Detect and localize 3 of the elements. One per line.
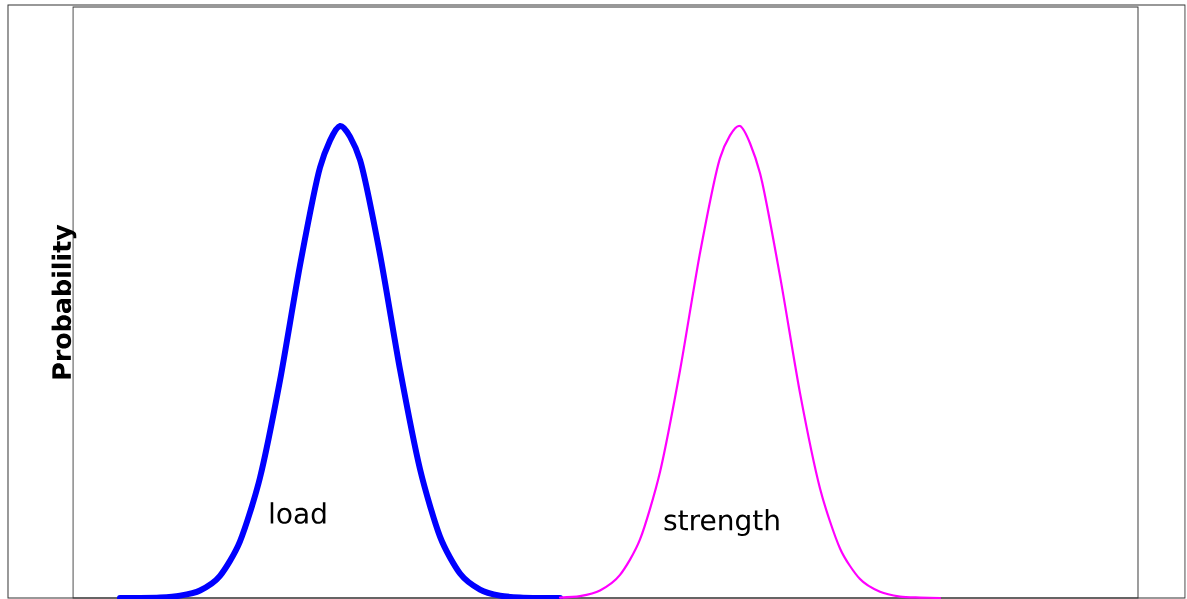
- series-label: strength: [664, 508, 779, 537]
- series-label: load: [270, 502, 326, 524]
- y-axis-title: Probability: [51, 224, 77, 379]
